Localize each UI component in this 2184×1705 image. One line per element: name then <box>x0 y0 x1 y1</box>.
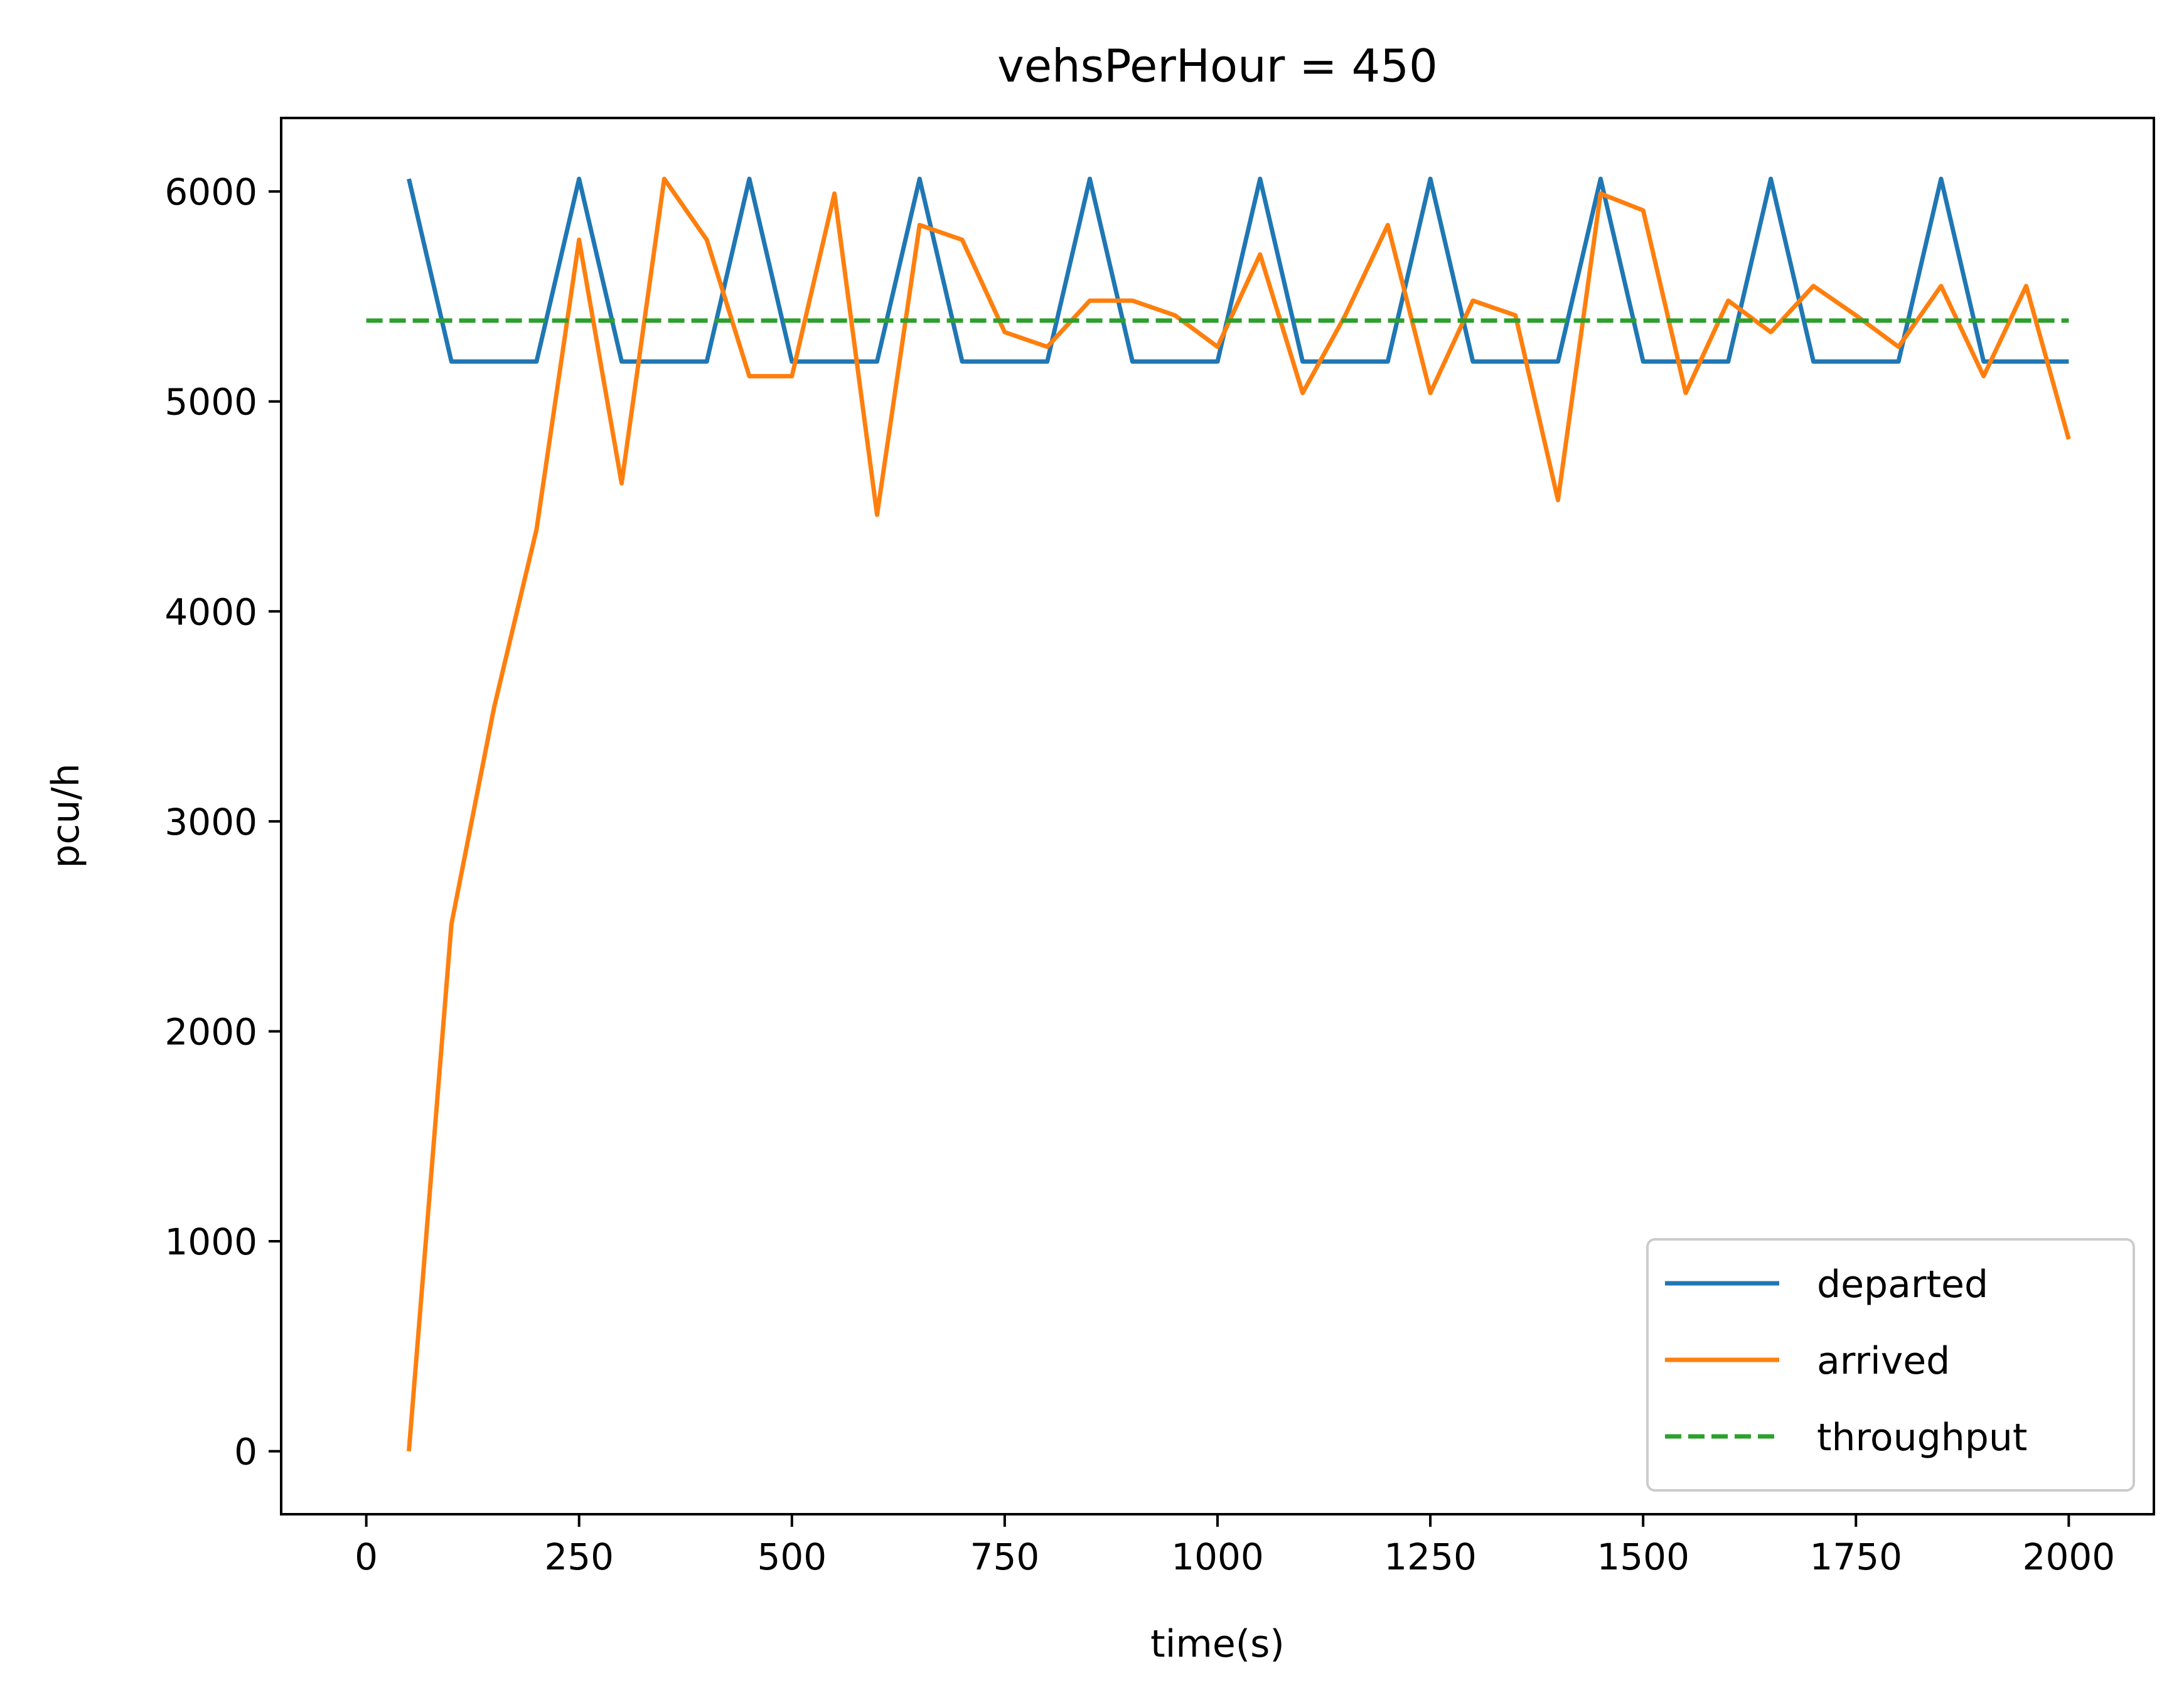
y-tick-label: 4000 <box>164 591 257 633</box>
series-line-departed <box>407 176 2069 364</box>
x-tick-label: 0 <box>355 1536 378 1578</box>
plot-frame <box>280 117 2155 1515</box>
legend-label-departed: departed <box>1817 1263 1988 1307</box>
x-tick-label: 250 <box>544 1536 614 1578</box>
y-axis-ticks: 0 1000 2000 3000 4000 5000 6000 <box>164 171 281 1473</box>
x-tick-label: 1500 <box>1597 1536 1689 1578</box>
x-tick-label: 500 <box>757 1536 827 1578</box>
series-lines <box>366 176 2071 1451</box>
legend: departed arrived throughput <box>1646 1238 2135 1492</box>
x-tick-label: 750 <box>970 1536 1040 1578</box>
x-tick-label: 1250 <box>1384 1536 1477 1578</box>
legend-box <box>1646 1238 2135 1492</box>
x-axis-ticks: 0 250 500 750 1000 1250 1500 1750 2000 <box>355 1514 2115 1578</box>
legend-label-throughput: throughput <box>1817 1416 2027 1460</box>
series-line-arrived <box>407 176 2071 1451</box>
legend-label-arrived: arrived <box>1817 1339 1950 1383</box>
x-tick-label: 1750 <box>1809 1536 1902 1578</box>
y-tick-label: 0 <box>234 1431 257 1473</box>
y-tick-label: 3000 <box>164 801 257 843</box>
y-tick-label: 6000 <box>164 171 257 213</box>
y-tick-label: 5000 <box>164 381 257 424</box>
chart-title: vehsPerHour = 450 <box>997 40 1438 92</box>
y-tick-label: 2000 <box>164 1010 257 1053</box>
y-tick-label: 1000 <box>164 1221 257 1263</box>
x-tick-label: 2000 <box>2023 1536 2116 1578</box>
x-tick-label: 1000 <box>1171 1536 1264 1578</box>
y-axis-label: pcu/h <box>44 763 88 868</box>
x-axis-label: time(s) <box>1150 1622 1285 1666</box>
